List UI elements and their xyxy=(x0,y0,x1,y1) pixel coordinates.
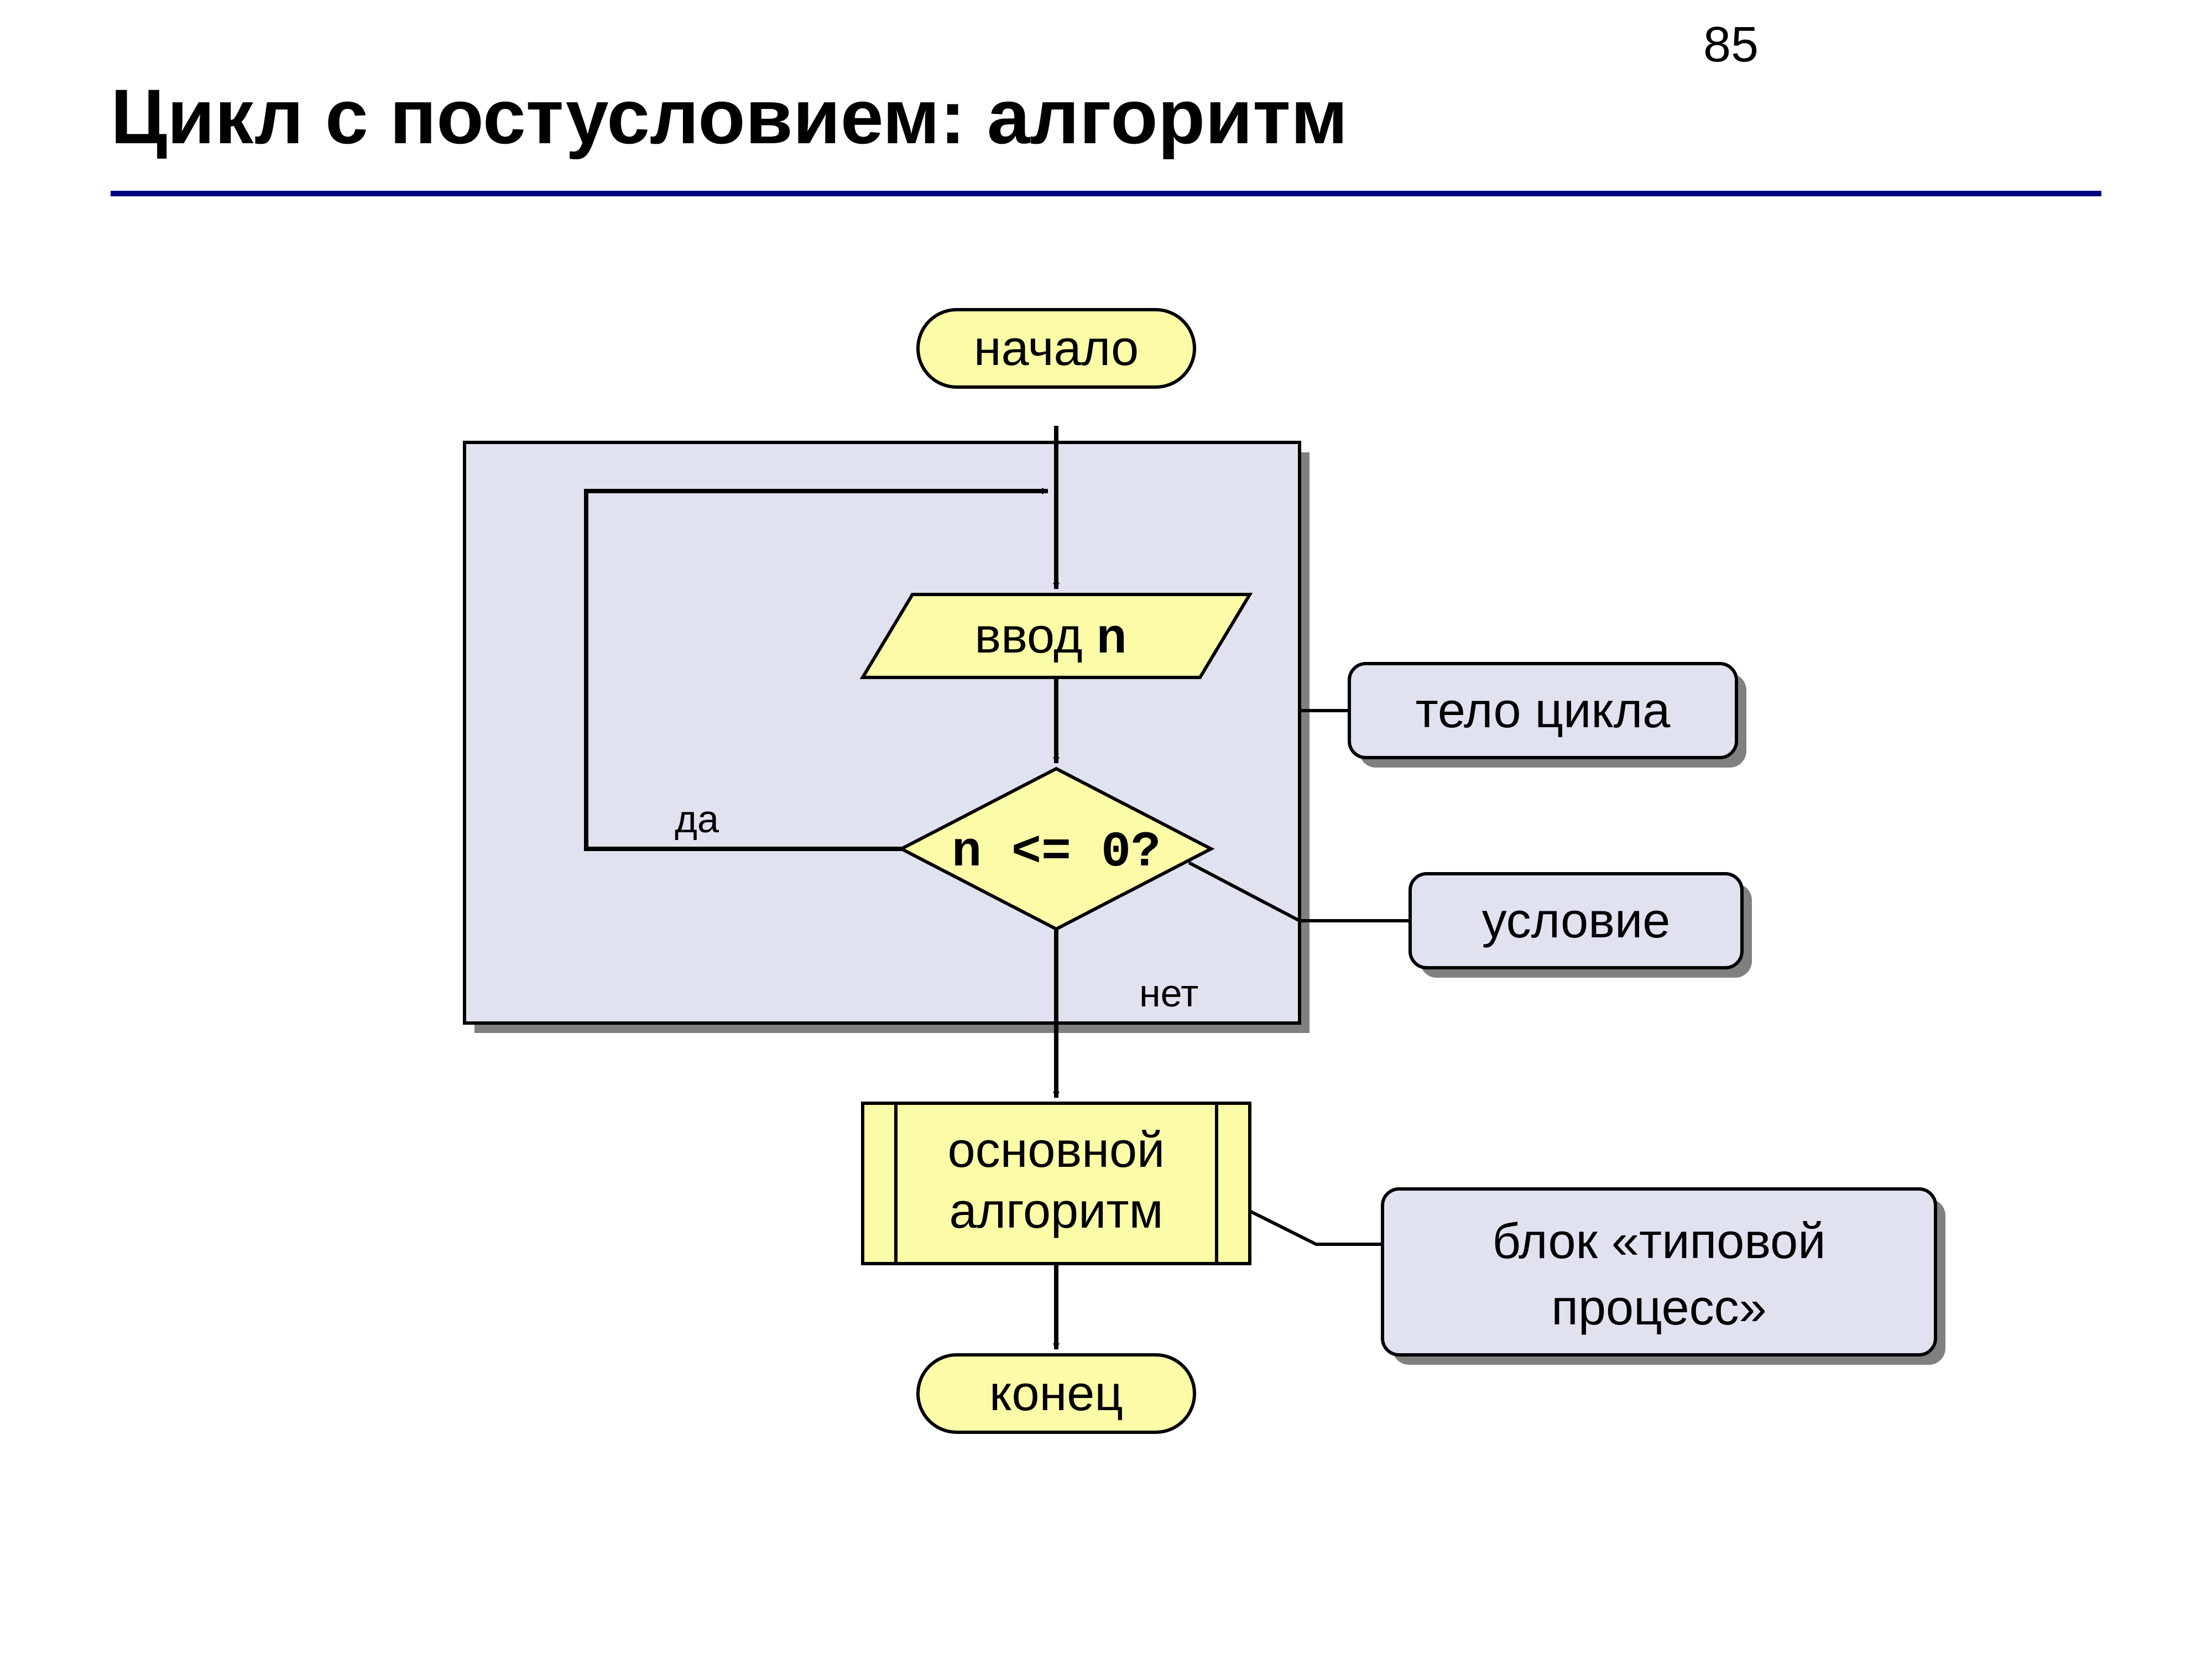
callout-typical-line1: блок «типовой xyxy=(1493,1214,1826,1269)
node-end: конец xyxy=(918,1355,1194,1432)
callout-condition-label: условие xyxy=(1482,893,1671,948)
callout-loop-body-label: тело цикла xyxy=(1416,683,1671,738)
flowchart-svg: начало ввод n n <= 0? да нет основной ал… xyxy=(0,0,2212,1659)
svg-text:ввод n: ввод n xyxy=(974,608,1126,664)
node-start-label: начало xyxy=(974,321,1139,376)
loop-box xyxy=(465,442,1300,1023)
page-number: 85 xyxy=(1703,17,1759,74)
node-decision-label: n <= 0? xyxy=(952,825,1161,881)
label-yes: да xyxy=(675,797,719,841)
node-input-label-bold: n xyxy=(1097,608,1127,664)
page-title: Цикл с постусловием: алгоритм xyxy=(111,72,1348,161)
node-input: ввод n xyxy=(863,594,1250,677)
node-input-label-prefix: ввод xyxy=(974,608,1096,664)
node-process-line1: основной xyxy=(948,1123,1165,1178)
node-start: начало xyxy=(918,310,1194,387)
node-process-line2: алгоритм xyxy=(950,1183,1164,1239)
callout-typical: блок «типовой процесс» xyxy=(1250,1189,1945,1365)
callout-typical-line2: процесс» xyxy=(1551,1280,1767,1335)
label-no: нет xyxy=(1139,972,1198,1015)
node-end-label: конец xyxy=(989,1366,1123,1421)
callout-loop-body: тело цикла xyxy=(1300,664,1746,768)
node-process: основной алгоритм xyxy=(863,1103,1250,1264)
